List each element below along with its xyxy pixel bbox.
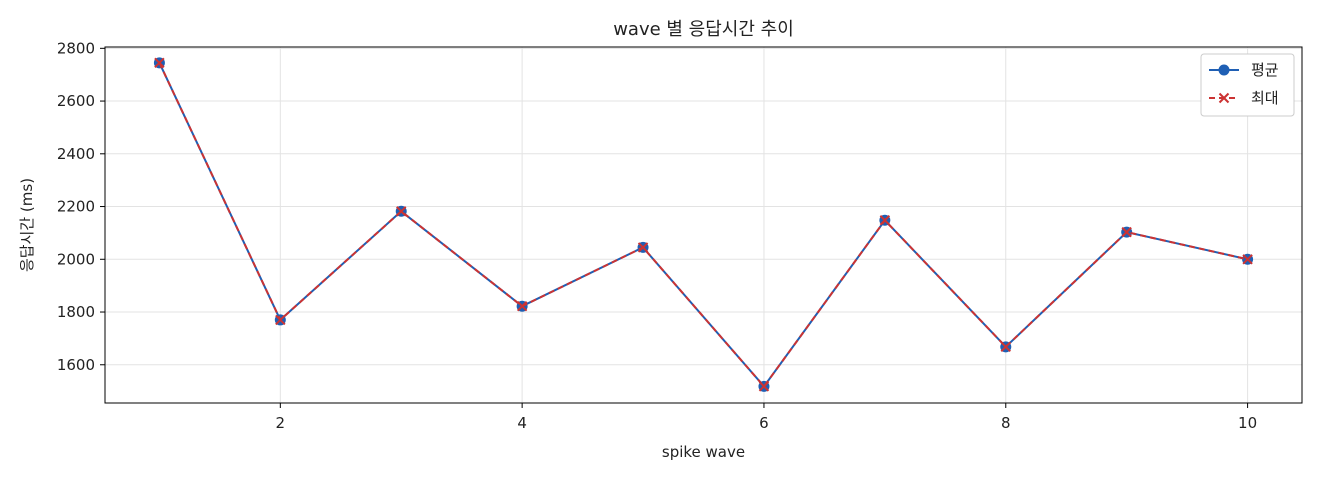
x-marker-stroke (879, 215, 891, 226)
x-tick-label: 8 (1001, 414, 1011, 432)
y-tick-label: 1600 (57, 356, 95, 374)
x-marker-stroke (1242, 254, 1253, 265)
x-marker-stroke (1121, 226, 1132, 238)
x-marker-stroke (637, 242, 649, 253)
y-tick-label: 2800 (57, 39, 95, 57)
series-2 (154, 57, 1253, 392)
x-axis-title: spike wave (662, 443, 745, 461)
series-2-point (879, 215, 891, 226)
legend-label: 평균 (1251, 61, 1279, 79)
y-axis-title: 응답시간 (ms) (18, 178, 36, 272)
x-marker-stroke (275, 314, 286, 326)
series-1 (153, 57, 1254, 392)
y-tick-label: 1800 (57, 303, 95, 321)
legend-swatch-marker (1218, 64, 1230, 76)
legend-box (1200, 53, 1295, 117)
series-2-point (637, 242, 649, 253)
x-marker-stroke (1218, 92, 1230, 104)
series-2-point (154, 57, 165, 69)
x-marker-stroke (396, 206, 407, 217)
x-marker-stroke (516, 301, 528, 312)
x-marker-stroke (154, 57, 165, 69)
x-tick-label: 6 (759, 414, 769, 432)
x-tick-label: 4 (517, 414, 527, 432)
series-2-point (275, 314, 286, 326)
x-marker-stroke (758, 381, 770, 392)
legend-entry: 최대 (1209, 89, 1279, 107)
series-layer (153, 57, 1254, 392)
y-tick-label: 2200 (57, 198, 95, 216)
grid-layer (105, 47, 1302, 403)
series-2-point (1000, 341, 1011, 353)
y-tick-label: 2600 (57, 92, 95, 110)
series-2-point (758, 381, 770, 392)
x-marker-stroke (1000, 341, 1011, 353)
ticks-layer: 2 4 6 8 10 1600 1800 2000 2200 2400 2600 2800 (57, 39, 1257, 432)
plot-area-frame (104, 46, 1303, 404)
series-2-point (1121, 226, 1132, 238)
y-tick-label: 2400 (57, 145, 95, 163)
series-1-line (158, 62, 1248, 388)
chart-title: wave 별 응답시간 추이 (613, 19, 794, 40)
series-2-point (1242, 254, 1253, 265)
series-2-point (516, 301, 528, 312)
legend-swatch-marker (1218, 92, 1230, 104)
series-2-point (396, 206, 407, 217)
legend-label: 최대 (1251, 89, 1279, 107)
x-tick-label: 10 (1238, 414, 1257, 432)
legend-entry: 평균 (1209, 61, 1279, 79)
x-tick-label: 2 (276, 414, 286, 432)
series-2-line (158, 62, 1248, 388)
y-tick-label: 2000 (57, 250, 95, 268)
